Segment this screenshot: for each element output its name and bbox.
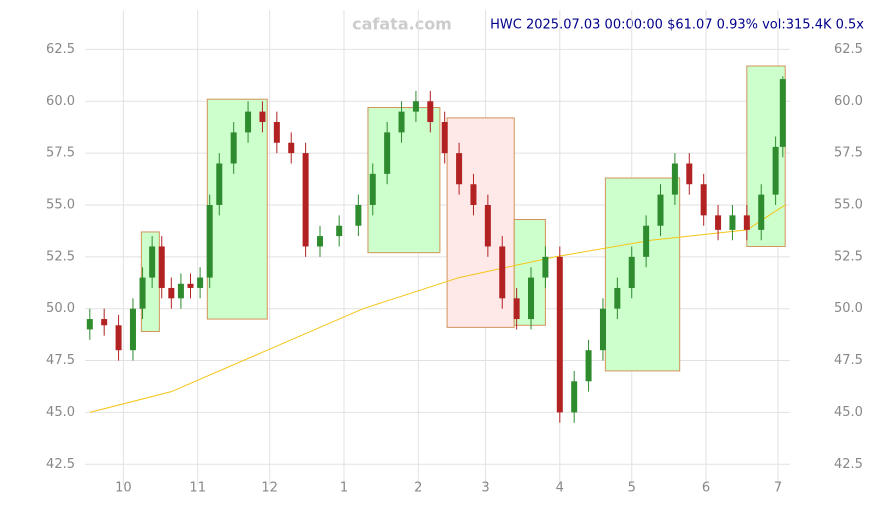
candle-body xyxy=(101,319,108,326)
candle-body xyxy=(779,79,786,147)
candle-body xyxy=(628,256,635,288)
candle-body xyxy=(355,204,362,226)
candle-body xyxy=(197,277,204,288)
candle-body xyxy=(715,215,722,230)
candle-body xyxy=(216,163,223,205)
x-tick-label: 7 xyxy=(774,481,782,496)
y-tick-label: 60.0 xyxy=(46,94,75,109)
x-tick-label: 10 xyxy=(115,481,132,496)
candle-body xyxy=(556,256,563,413)
candle-body xyxy=(686,163,693,185)
candle-body xyxy=(302,153,309,247)
candle-body xyxy=(614,287,621,309)
candle-body xyxy=(273,122,280,143)
candle-body xyxy=(743,215,750,230)
x-tick-label: 2 xyxy=(414,481,422,496)
zone xyxy=(604,177,681,372)
header: HWC 2025.07.03 00:00:00 $61.07 0.93% vol… xyxy=(490,18,864,33)
candle-body xyxy=(441,122,448,154)
candle-body xyxy=(643,225,650,257)
candle-body xyxy=(599,308,606,351)
candle-body xyxy=(245,111,252,133)
moving-average xyxy=(89,204,786,413)
candle-body xyxy=(230,132,237,164)
candle-body xyxy=(528,277,535,320)
candle-body xyxy=(86,319,93,330)
zone xyxy=(206,98,268,320)
y-tick-label: 45.0 xyxy=(46,405,75,420)
candle-body xyxy=(369,173,376,205)
candle-body xyxy=(129,308,136,351)
candle-body xyxy=(657,194,664,226)
candle-body xyxy=(206,204,213,278)
candle-body xyxy=(729,215,736,230)
y-tick-label: 57.5 xyxy=(46,146,75,161)
candle-body xyxy=(499,246,506,299)
y-tick-label: 52.5 xyxy=(46,249,75,264)
candle-body xyxy=(427,101,434,123)
y-tick-label-right: 57.5 xyxy=(834,146,863,161)
candle-body xyxy=(700,184,707,216)
candle-body xyxy=(758,194,765,230)
x-tick-label: 4 xyxy=(556,481,564,496)
y-tick-label: 42.5 xyxy=(46,457,75,472)
candle-body xyxy=(317,236,323,247)
candle-body xyxy=(513,298,520,320)
candle-body xyxy=(187,283,194,288)
watermark: cafata.com xyxy=(352,15,452,34)
x-tick-label: 11 xyxy=(189,481,206,496)
y-tick-label-right: 52.5 xyxy=(834,249,863,264)
x-tick-label: 12 xyxy=(261,481,278,496)
candle-body xyxy=(398,111,405,133)
candle-body xyxy=(412,101,419,112)
candle-body xyxy=(168,287,175,299)
candle-body xyxy=(115,325,122,351)
zone xyxy=(746,65,786,247)
candle-body xyxy=(384,132,391,174)
y-tick-label-right: 50.0 xyxy=(834,301,863,316)
x-tick-label: 1 xyxy=(340,481,348,496)
y-tick-label-right: 47.5 xyxy=(834,353,863,368)
candle-body xyxy=(259,111,266,123)
candle-body xyxy=(288,142,295,154)
candle-body xyxy=(542,256,549,278)
x-tick-label: 5 xyxy=(628,481,636,496)
y-tick-label: 50.0 xyxy=(46,301,75,316)
y-tick-label: 62.5 xyxy=(46,42,75,57)
candle-body xyxy=(456,153,463,185)
x-tick-label: 3 xyxy=(481,481,489,496)
candle-body xyxy=(772,146,779,195)
candle-body xyxy=(139,277,146,309)
candle-body xyxy=(671,163,678,195)
y-tick-label: 47.5 xyxy=(46,353,75,368)
candle-body xyxy=(484,204,491,247)
candle-body xyxy=(158,246,165,288)
y-tick-label: 55.0 xyxy=(46,197,75,212)
x-tick-label: 6 xyxy=(702,481,710,496)
y-tick-label-right: 42.5 xyxy=(834,457,863,472)
candle-body xyxy=(149,246,156,278)
y-tick-label-right: 60.0 xyxy=(834,94,863,109)
y-tick-label-right: 62.5 xyxy=(834,42,863,57)
y-tick-label-right: 45.0 xyxy=(834,405,863,420)
candle-body xyxy=(470,184,477,205)
candle-body xyxy=(585,350,592,382)
y-tick-label-right: 55.0 xyxy=(834,197,863,212)
candle-body xyxy=(336,225,343,237)
candle-body xyxy=(177,283,184,299)
candle-body xyxy=(571,381,578,413)
